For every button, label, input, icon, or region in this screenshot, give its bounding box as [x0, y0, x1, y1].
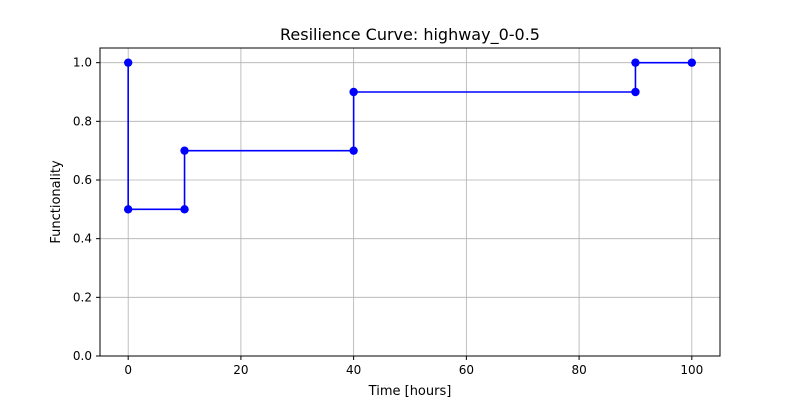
series-layer — [123, 58, 697, 214]
x-axis-label: Time [hours] — [368, 384, 452, 399]
data-point — [123, 205, 133, 214]
data-point — [349, 146, 358, 155]
x-tick-label: 80 — [571, 363, 586, 377]
x-tick-label: 60 — [459, 363, 474, 377]
data-point — [687, 58, 697, 67]
y-tick-label: 1.0 — [73, 56, 92, 70]
data-point — [180, 205, 189, 214]
data-point — [631, 58, 640, 67]
chart-title: Resilience Curve: highway_0-0.5 — [280, 25, 540, 45]
data-point — [180, 146, 189, 155]
data-point — [349, 87, 358, 97]
x-tick-label: 0 — [124, 363, 132, 377]
data-point — [123, 58, 133, 67]
x-tick-label: 40 — [346, 363, 361, 377]
plot-frame — [99, 47, 721, 357]
y-tick-label: 0.4 — [73, 232, 92, 246]
y-tick-label: 0.0 — [73, 349, 92, 363]
y-axis-label: Functionality — [49, 160, 64, 244]
y-tick-label: 0.2 — [73, 290, 92, 304]
y-tick-label: 0.8 — [73, 114, 92, 128]
x-tick-label: 100 — [680, 363, 703, 377]
x-tick-label: 20 — [233, 363, 248, 377]
ticks: 0 20 40 60 80 100 0.0 0.2 0.4 0.6 0.8 1.0 — [73, 56, 703, 377]
y-tick-label: 0.6 — [73, 173, 92, 187]
data-point — [631, 87, 640, 97]
